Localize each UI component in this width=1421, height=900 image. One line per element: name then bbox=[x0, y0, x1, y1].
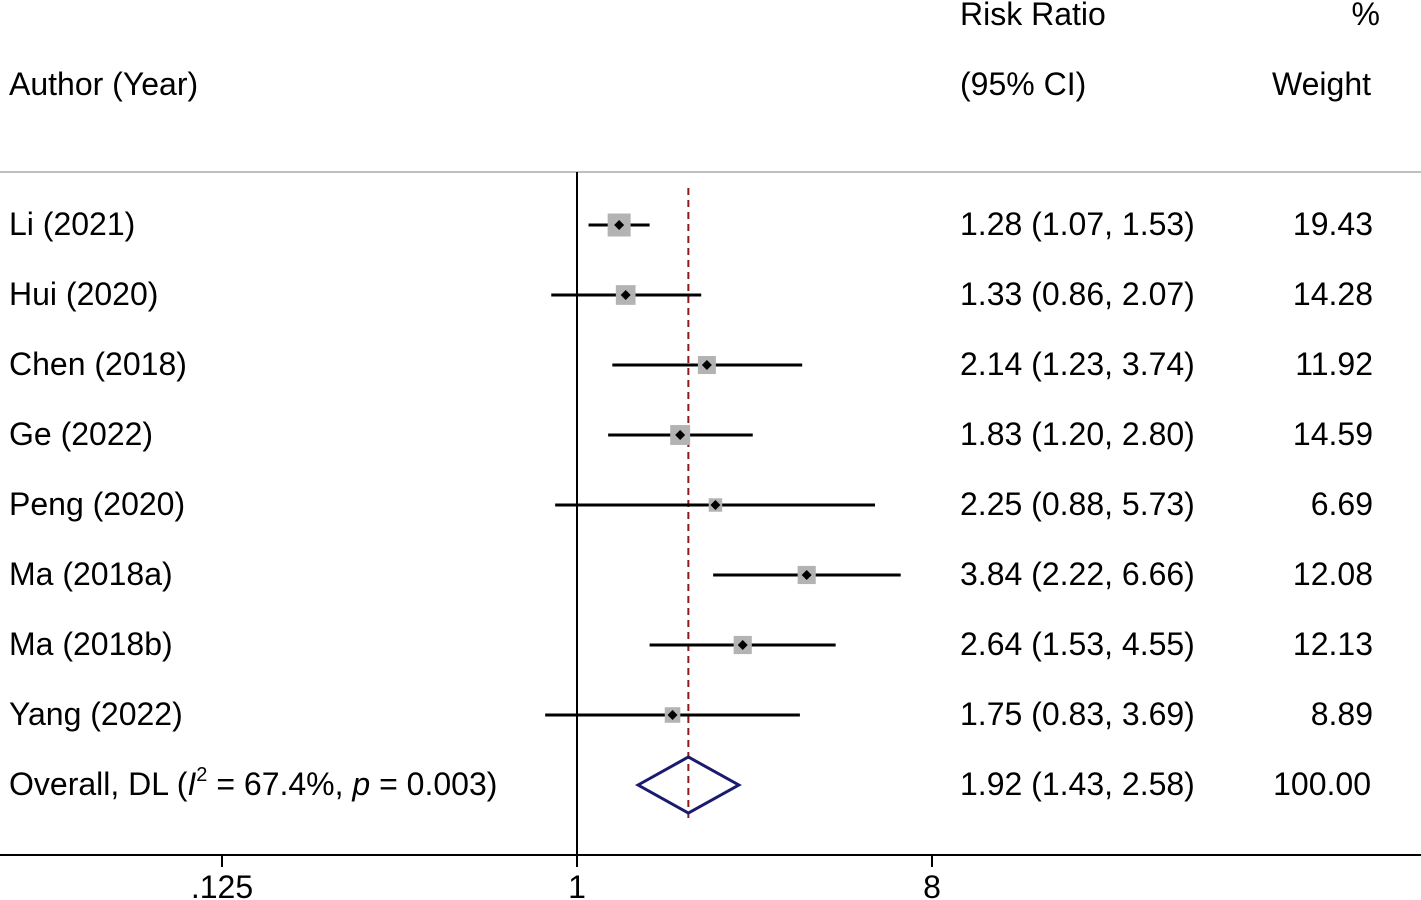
study-weight-text: 14.59 bbox=[1293, 416, 1373, 452]
study-row: Ma (2018b) 2.64 (1.53, 4.55) 12.13 bbox=[9, 626, 1373, 662]
header-effect-label: Risk Ratio bbox=[960, 0, 1106, 32]
study-label: Peng (2020) bbox=[9, 486, 185, 522]
study-label: Ge (2022) bbox=[9, 416, 153, 452]
study-ci-text: 1.83 (1.20, 2.80) bbox=[960, 416, 1195, 452]
point-estimate bbox=[675, 430, 686, 440]
study-row: Chen (2018) 2.14 (1.23, 3.74) 11.92 bbox=[9, 346, 1373, 382]
study-ci-text: 2.64 (1.53, 4.55) bbox=[960, 626, 1195, 662]
overall-weight-text: 100.00 bbox=[1273, 766, 1371, 802]
study-label: Li (2021) bbox=[9, 206, 135, 242]
point-estimate bbox=[701, 360, 712, 370]
study-weight-text: 12.13 bbox=[1293, 626, 1373, 662]
study-row: Yang (2022) 1.75 (0.83, 3.69) 8.89 bbox=[9, 696, 1373, 732]
point-estimate bbox=[737, 640, 748, 650]
header-percent-label: % bbox=[1352, 0, 1380, 32]
study-label: Ma (2018a) bbox=[9, 556, 173, 592]
study-weight-text: 8.89 bbox=[1311, 696, 1373, 732]
point-estimate bbox=[710, 500, 721, 510]
study-label: Chen (2018) bbox=[9, 346, 187, 382]
study-ci-text: 1.75 (0.83, 3.69) bbox=[960, 696, 1195, 732]
study-weight-text: 6.69 bbox=[1311, 486, 1373, 522]
x-tick-label: 1 bbox=[568, 869, 586, 900]
study-ci-text: 1.33 (0.86, 2.07) bbox=[960, 276, 1195, 312]
study-row: Ge (2022) 1.83 (1.20, 2.80) 14.59 bbox=[9, 416, 1373, 452]
study-rows: Li (2021) 1.28 (1.07, 1.53) 19.43 Hui (2020… bbox=[9, 206, 1373, 732]
study-row: Ma (2018a) 3.84 (2.22, 6.66) 12.08 bbox=[9, 556, 1373, 592]
study-label: Hui (2020) bbox=[9, 276, 158, 312]
header-study-label: Author (Year) bbox=[9, 66, 198, 102]
study-ci-text: 2.25 (0.88, 5.73) bbox=[960, 486, 1195, 522]
point-estimate bbox=[614, 220, 625, 230]
overall-ci-text: 1.92 (1.43, 2.58) bbox=[960, 766, 1195, 802]
overall-diamond bbox=[634, 755, 742, 815]
header-ci-label: (95% CI) bbox=[960, 66, 1086, 102]
x-axis-ticks: .125 1 8 bbox=[191, 855, 941, 900]
study-row: Hui (2020) 1.33 (0.86, 2.07) 14.28 bbox=[9, 276, 1373, 312]
study-weight-text: 19.43 bbox=[1293, 206, 1373, 242]
study-ci-text: 1.28 (1.07, 1.53) bbox=[960, 206, 1195, 242]
study-row: Peng (2020) 2.25 (0.88, 5.73) 6.69 bbox=[9, 486, 1373, 522]
point-estimate bbox=[620, 290, 631, 300]
study-row: Li (2021) 1.28 (1.07, 1.53) 19.43 bbox=[9, 206, 1373, 242]
header-weight-label: Weight bbox=[1272, 66, 1371, 102]
study-ci-text: 3.84 (2.22, 6.66) bbox=[960, 556, 1195, 592]
x-tick-label: 8 bbox=[923, 869, 941, 900]
study-weight-text: 14.28 bbox=[1293, 276, 1373, 312]
study-ci-text: 2.14 (1.23, 3.74) bbox=[960, 346, 1195, 382]
x-tick-label: .125 bbox=[191, 869, 253, 900]
point-estimate bbox=[667, 710, 678, 720]
study-weight-text: 11.92 bbox=[1295, 346, 1373, 382]
study-label: Ma (2018b) bbox=[9, 626, 173, 662]
overall-label: Overall, DL (I2 = 67.4%, p = 0.003) bbox=[9, 764, 497, 802]
study-weight-text: 12.08 bbox=[1293, 556, 1373, 592]
study-label: Yang (2022) bbox=[9, 696, 183, 732]
point-estimate bbox=[801, 570, 812, 580]
